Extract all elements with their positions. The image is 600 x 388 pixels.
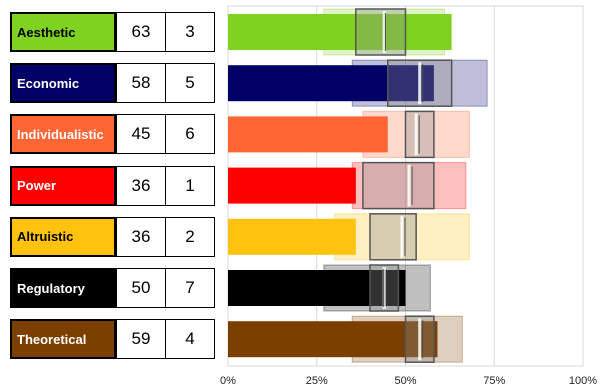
table-row: Economic 58 5 <box>10 63 215 104</box>
table-row: Theoretical 59 4 <box>10 319 215 360</box>
x-tick-label: 50% <box>394 375 416 387</box>
table-row: Altruistic 36 2 <box>10 216 215 257</box>
x-tick-label: 0% <box>220 375 236 387</box>
rank-cell: 6 <box>165 114 215 155</box>
score-cell: 36 <box>116 165 166 206</box>
value-name-cell: Power <box>10 165 116 206</box>
rank-cell: 5 <box>165 63 215 104</box>
value-bar <box>228 116 388 153</box>
x-tick-label: 25% <box>306 375 328 387</box>
rank-cell: 2 <box>165 216 215 257</box>
value-bar <box>228 270 406 306</box>
range-inner <box>404 110 435 159</box>
range-inner <box>362 161 435 210</box>
value-name-cell: Individualistic <box>10 114 116 155</box>
x-tick-label: 75% <box>483 375 505 387</box>
value-bar <box>228 218 356 255</box>
value-name-cell: Altruistic <box>10 216 116 257</box>
score-cell: 50 <box>116 268 166 308</box>
value-name-cell: Economic <box>10 63 116 104</box>
value-bar <box>228 14 452 50</box>
x-tick-label: 100% <box>569 375 597 387</box>
score-cell: 36 <box>116 216 166 257</box>
value-bar <box>228 65 434 102</box>
rank-cell: 7 <box>165 268 215 308</box>
rank-cell: 1 <box>165 165 215 206</box>
value-name-cell: Theoretical <box>10 319 116 360</box>
table-row: Aesthetic 63 3 <box>10 12 215 52</box>
table-row: Power 36 1 <box>10 165 215 206</box>
value-name-cell: Regulatory <box>10 268 116 308</box>
table-row: Individualistic 45 6 <box>10 114 215 155</box>
value-name-cell: Aesthetic <box>10 12 116 52</box>
table-row: Regulatory 50 7 <box>10 268 215 308</box>
value-bar <box>228 321 438 358</box>
score-cell: 45 <box>116 114 166 155</box>
rank-cell: 4 <box>165 319 215 360</box>
score-cell: 63 <box>116 12 166 52</box>
value-bar <box>228 167 356 204</box>
range-inner <box>369 213 417 261</box>
rank-cell: 3 <box>165 12 215 52</box>
range-inner <box>355 8 407 56</box>
